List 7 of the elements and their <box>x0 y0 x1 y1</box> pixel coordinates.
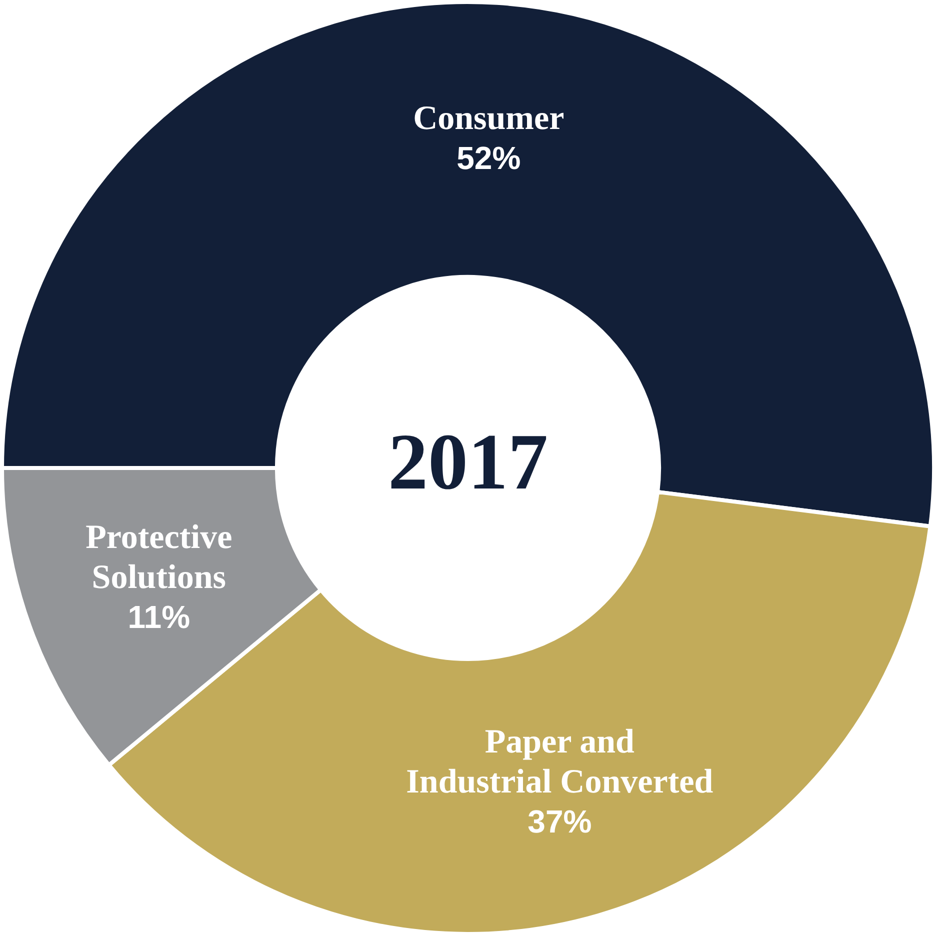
slice-label: Consumer <box>413 100 564 137</box>
text: 2017 <box>388 418 548 507</box>
data-label: 52% <box>456 140 521 176</box>
slice-label: Paper and Industrial Converted <box>406 723 714 800</box>
data-label: 11% <box>128 599 190 636</box>
data-label: 37% <box>528 803 592 840</box>
slice-label: Protective Solutions <box>86 519 232 596</box>
